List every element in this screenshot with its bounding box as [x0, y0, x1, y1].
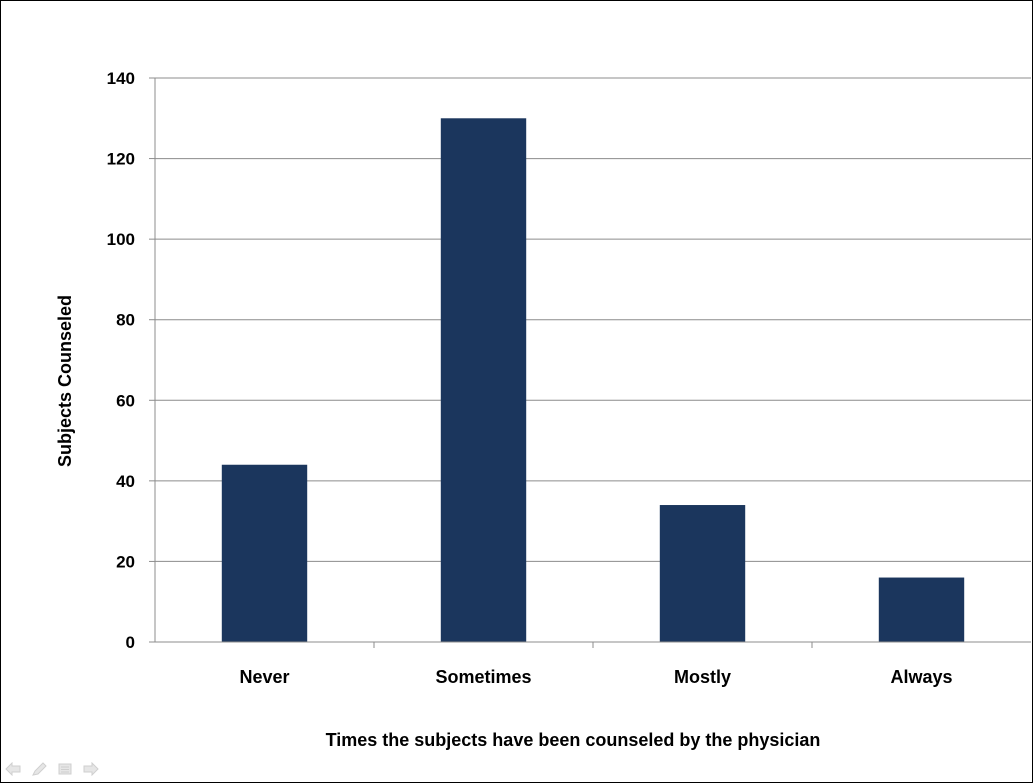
pen-icon[interactable]: [31, 762, 47, 776]
y-tick-label: 40: [116, 472, 135, 491]
y-tick-label: 120: [107, 150, 135, 169]
bar-sometimes: [440, 118, 527, 643]
slideshow-nav: [5, 762, 99, 776]
y-tick-label: 80: [116, 311, 135, 330]
y-tick-label: 0: [126, 633, 135, 652]
x-category-label: Never: [239, 667, 289, 687]
prev-arrow-icon[interactable]: [5, 762, 21, 776]
axes: [154, 78, 1031, 648]
y-axis-title: Subjects Counseled: [55, 295, 75, 467]
y-tick-label: 20: [116, 552, 135, 571]
y-tick-label: 140: [107, 69, 135, 88]
y-tick-labels: 0 20 40 60 80 100 120 140: [107, 69, 135, 652]
y-tick-label: 60: [116, 391, 135, 410]
bar-mostly: [659, 505, 746, 642]
bars: [221, 118, 965, 643]
x-category-label: Sometimes: [435, 667, 531, 687]
x-category-label: Mostly: [674, 667, 731, 687]
x-category-label: Always: [890, 667, 952, 687]
y-tick-label: 100: [107, 230, 135, 249]
next-arrow-icon[interactable]: [83, 762, 99, 776]
x-axis-title: Times the subjects have been counseled b…: [326, 730, 821, 750]
bar-always: [878, 577, 965, 642]
bar-never: [221, 464, 308, 642]
menu-icon[interactable]: [57, 762, 73, 776]
x-category-labels: Never Sometimes Mostly Always: [239, 667, 952, 687]
